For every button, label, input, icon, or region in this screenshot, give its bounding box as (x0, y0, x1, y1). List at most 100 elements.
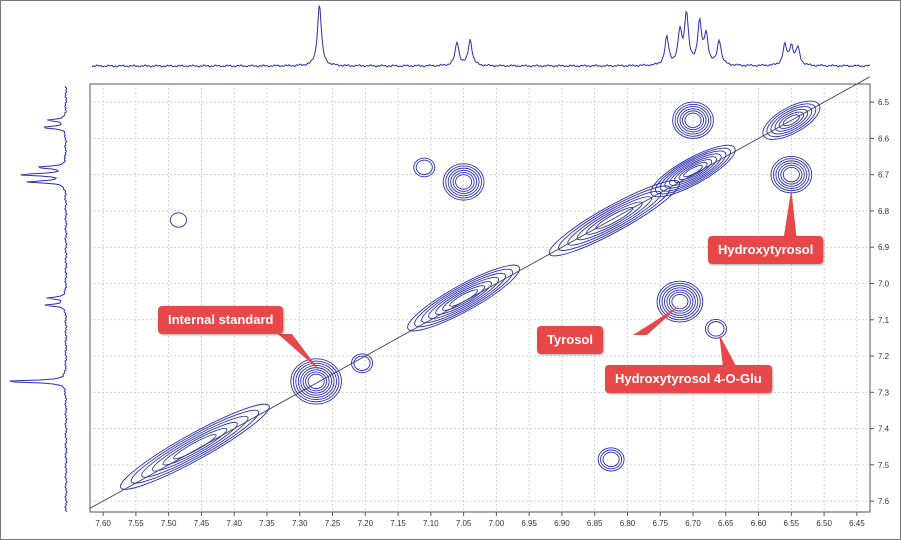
cross-peak-contour (302, 369, 330, 394)
diagonal-peak-contour (151, 421, 238, 472)
x-tick-label: 6.80 (620, 519, 636, 528)
diagonal-peak-contour (770, 106, 813, 135)
diagonal-peak-contour (558, 185, 671, 251)
cross-peak-contour (671, 293, 689, 310)
cross-peak-contour (666, 289, 694, 314)
cross-peak-contour (707, 321, 725, 337)
diagonal-peak-contour (655, 147, 731, 195)
y-tick-label: 7.1 (878, 316, 890, 325)
x-tick-label: 6.55 (784, 519, 800, 528)
left-spectrum-trace (9, 85, 68, 513)
cross-peak-contour (297, 364, 335, 398)
cross-peak-contour (679, 108, 707, 133)
cross-peak-contour (450, 169, 478, 194)
cross-peak-contour (777, 162, 805, 187)
x-tick-label: 6.85 (587, 519, 603, 528)
y-axis-ticks: 6.5 6.6 6.7 6.8 6.9 7.0 7.1 7.2 7.3 7.4 7.5 7.6 (870, 98, 890, 506)
diagonal-peak-contour (449, 289, 479, 307)
cross-peak-contour (351, 353, 373, 374)
y-tick-label: 7.4 (878, 425, 890, 434)
diagonal-peak-contour (428, 277, 500, 319)
y-tick-label: 6.5 (878, 98, 890, 107)
x-tick-label: 7.35 (259, 519, 275, 528)
x-tick-label: 7.10 (423, 519, 439, 528)
cross-peak-contour (290, 358, 342, 405)
callout-pointer (719, 334, 737, 368)
top-spectrum-trace (91, 5, 871, 68)
cross-peak-contour (447, 167, 480, 197)
y-tick-label: 7.0 (878, 279, 890, 288)
cross-peak-contour (169, 212, 188, 228)
plot-area-border (89, 83, 871, 513)
cross-peak-contour (782, 167, 800, 183)
x-tick-label: 7.45 (194, 519, 210, 528)
y-tick-label: 6.6 (878, 134, 890, 143)
cross-peak-contour (455, 174, 473, 190)
cross-peak-contour (442, 163, 485, 201)
internal-standard-label: Internal standard (158, 306, 284, 334)
diagonal-peak-contour (421, 272, 507, 324)
diagonal-peak-contour (407, 264, 521, 332)
diagonal-peak-contour (766, 103, 817, 138)
callout-pointer (783, 189, 797, 242)
x-tick-label: 7.60 (95, 519, 111, 528)
diagonal-peak-contour (762, 100, 821, 140)
cross-peak-contour (677, 106, 709, 135)
cross-peak-contour (452, 172, 475, 192)
cross-peak-contour (292, 360, 340, 403)
y-tick-label: 6.9 (878, 243, 890, 252)
diagonal-peak-contour (650, 144, 736, 198)
y-tick-label: 7.5 (878, 461, 890, 470)
cross-peak-contour (597, 447, 625, 472)
x-tick-label: 6.45 (849, 519, 865, 528)
callout-pointers (278, 189, 797, 371)
x-tick-label: 6.65 (718, 519, 734, 528)
diagonal-peak-contour (141, 415, 249, 478)
x-tick-label: 6.95 (521, 519, 537, 528)
cross-peak-contour (704, 318, 727, 339)
y-tick-label: 6.7 (878, 171, 890, 180)
tyrosol-label: Tyrosol (537, 326, 603, 354)
cross-peak-contour (602, 451, 620, 468)
left-projection-spectrum (9, 85, 68, 513)
x-tick-label: 7.50 (161, 519, 177, 528)
x-tick-label: 6.50 (816, 519, 832, 528)
x-tick-label: 7.20 (358, 519, 374, 528)
x-tick-label: 6.60 (751, 519, 767, 528)
diagonal-peak-contour (595, 206, 634, 230)
x-tick-label: 6.90 (554, 519, 570, 528)
hydroxytyrosol-label: Hydroxytyrosol (708, 236, 824, 264)
cross-peak-contour (682, 110, 705, 131)
diagonal-peak-contour (669, 156, 717, 186)
diagonal-peak-contour (782, 114, 800, 127)
callout-pointer (633, 305, 680, 335)
x-axis-ticks: 7.60 7.55 7.50 7.45 7.40 7.35 7.30 7.25 7.20 7.15… (95, 512, 865, 528)
cross-peak-contour (415, 159, 433, 176)
diagonal-peak-contour (442, 285, 486, 311)
diagonal-peak-contour (683, 164, 703, 178)
x-tick-label: 6.75 (652, 519, 668, 528)
diagonal-peak-contour (130, 409, 260, 484)
diagonal-peak-contour (414, 268, 514, 328)
diagonal-peak-contour (585, 201, 643, 235)
cross-peak-contour (668, 291, 691, 312)
y-tick-label: 7.6 (878, 497, 890, 506)
diagonal-peak-contour (659, 150, 727, 192)
diagonal-peak-contour (120, 403, 270, 490)
cross-peak-contour (661, 285, 699, 319)
cross-peak-contour (672, 101, 714, 139)
cross-peak-contour (684, 112, 702, 128)
diagonal-peak-contour (173, 434, 217, 460)
diagonal-peak-contour (567, 190, 662, 246)
x-tick-label: 7.55 (128, 519, 144, 528)
diagonal-peak-contour (678, 162, 708, 181)
top-projection-spectrum (91, 5, 871, 68)
cross-peak-contour (413, 157, 436, 178)
cross-peak-contour (664, 287, 696, 316)
diagonal-peak-contour (435, 281, 493, 315)
callout-pointer (278, 334, 320, 371)
cross-peak-contour (656, 280, 704, 323)
diagonal-peak-contour (664, 153, 722, 189)
hydroxytyrosol-4-o-glu-label: Hydroxytyrosol 4-O-Glu (605, 365, 772, 393)
